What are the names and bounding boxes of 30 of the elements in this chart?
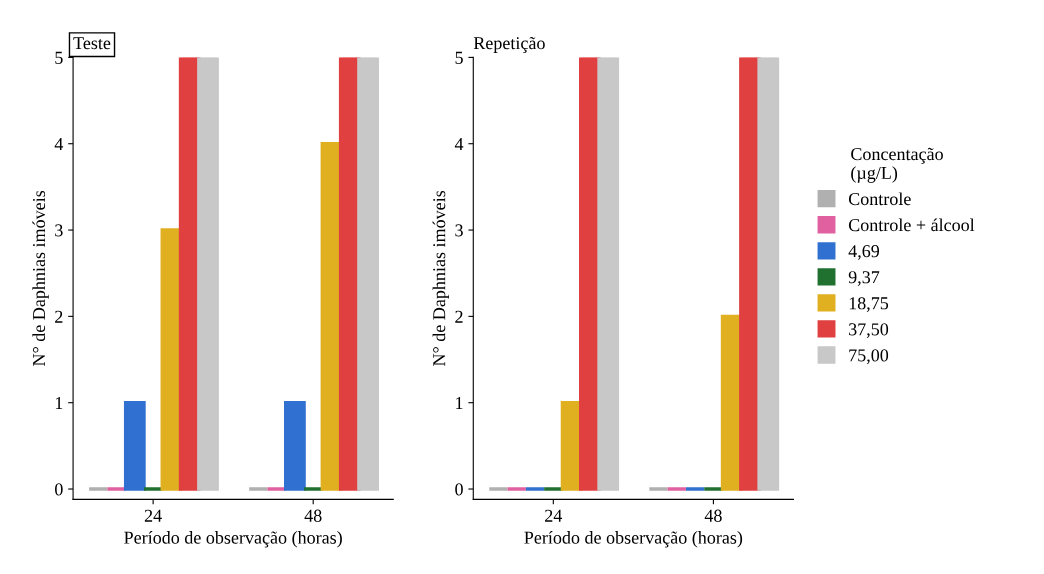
legend-label: 37,50: [849, 323, 889, 339]
y-tick-label: 1: [456, 397, 463, 409]
y-tick-label: 1: [55, 397, 63, 409]
legend-label: Controle: [848, 192, 911, 206]
legend-label: 9,37: [848, 271, 880, 286]
y-axis-title: N° de Daphnias imóveis: [32, 190, 49, 366]
chart-title: Teste: [73, 37, 111, 50]
legend-label: 18,75: [849, 297, 889, 312]
x-tick-label: 24: [545, 509, 563, 522]
y-tick-label: 2: [455, 310, 463, 323]
x-tick-label: 24: [144, 509, 162, 522]
legend-label: Controle + álcool: [848, 218, 975, 232]
y-tick-label: 5: [55, 51, 63, 64]
y-tick-label: 0: [55, 483, 63, 496]
x-tick-label: 48: [704, 509, 722, 522]
x-axis-title: Período de observação (horas): [524, 531, 743, 548]
y-tick-label: 4: [454, 138, 464, 150]
y-tick-label: 3: [455, 224, 463, 237]
x-axis-title: Período de observação (horas): [124, 531, 342, 548]
y-tick-label: 3: [55, 224, 63, 237]
y-tick-label: 2: [55, 310, 63, 323]
chart-title: Repetição: [473, 36, 545, 53]
x-tick-label: 48: [304, 509, 322, 522]
legend-label: 75,00: [849, 349, 889, 365]
y-tick-label: 0: [455, 483, 463, 496]
y-tick-label: 4: [54, 138, 64, 150]
y-axis-title: N° de Daphnias imóveis: [432, 190, 449, 366]
legend-label: 4,69: [848, 245, 880, 260]
legend-title: Concentação (µg/L): [851, 147, 943, 183]
y-tick-label: 5: [455, 51, 463, 64]
